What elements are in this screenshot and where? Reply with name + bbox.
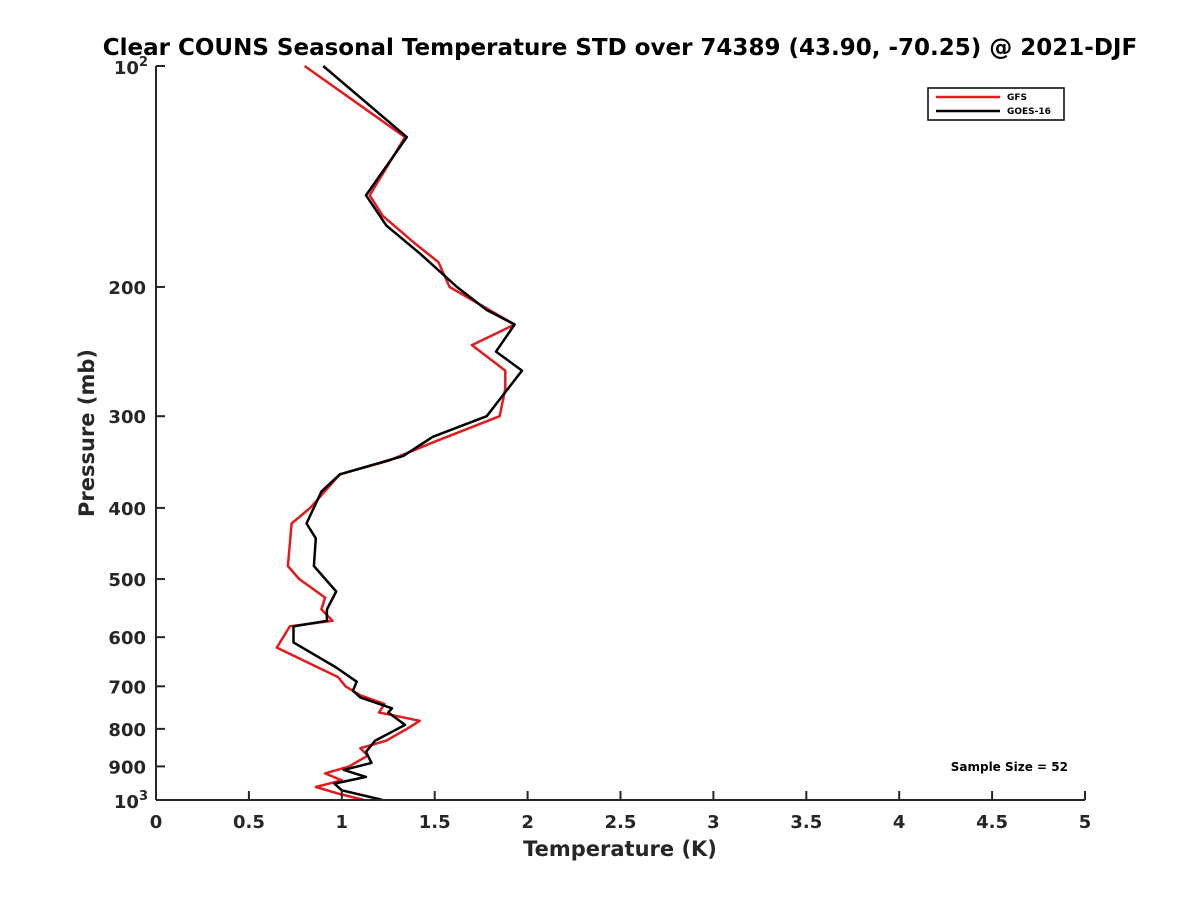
legend-label-gfs: GFS xyxy=(1007,93,1027,103)
y-tick-label: 200 xyxy=(108,278,146,299)
y-tick-label: 900 xyxy=(108,757,146,778)
x-tick-label: 1.5 xyxy=(419,812,451,833)
y-tick-label: 103 xyxy=(114,789,148,813)
x-tick-label: 0 xyxy=(150,812,163,833)
legend: GFS GOES-16 xyxy=(927,87,1065,121)
chart-title: Clear COUNS Seasonal Temperature STD ove… xyxy=(103,35,1137,61)
x-tick-label: 5 xyxy=(1079,812,1092,833)
x-tick-label: 2.5 xyxy=(605,812,637,833)
y-tick-label: 700 xyxy=(108,677,146,698)
y-axis-label: Pressure (mb) xyxy=(75,349,99,517)
x-tick-label: 2 xyxy=(521,812,534,833)
x-ticks: 0 0.5 1 1.5 2 2.5 3 3.5 4 4.5 5 xyxy=(150,791,1092,833)
legend-box xyxy=(927,87,1065,121)
x-tick-label: 4 xyxy=(893,812,906,833)
sample-size-annotation: Sample Size = 52 xyxy=(951,760,1068,774)
y-tick-label: 102 xyxy=(114,55,148,79)
series-line-goes-16 xyxy=(292,65,524,802)
y-tick-label: 300 xyxy=(108,407,146,428)
x-tick-label: 1 xyxy=(336,812,349,833)
y-tick-label: 600 xyxy=(108,628,146,649)
series-layer xyxy=(275,64,524,802)
y-tick-label: 400 xyxy=(108,499,146,520)
x-tick-label: 4.5 xyxy=(976,812,1008,833)
plot-area: 0 0.5 1 1.5 2 2.5 3 3.5 4 4.5 5 102 200 300 400 500 600… xyxy=(108,55,1091,833)
x-tick-label: 3.5 xyxy=(790,812,822,833)
x-tick-label: 0.5 xyxy=(233,812,265,833)
x-axis-label: Temperature (K) xyxy=(523,837,717,861)
y-tick-label: 800 xyxy=(108,720,146,741)
series-line-gfs xyxy=(275,64,516,802)
y-ticks: 102 200 300 400 500 600 700 800 900 103 xyxy=(108,55,165,813)
y-tick-label: 500 xyxy=(108,570,146,591)
x-tick-label: 3 xyxy=(707,812,720,833)
legend-label-goes-16: GOES-16 xyxy=(1007,107,1051,117)
